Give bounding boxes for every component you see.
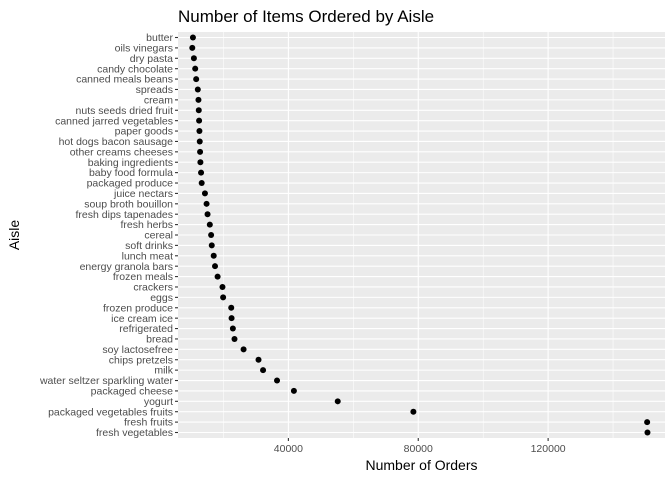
y-tick-label: hot dogs bacon sausage: [59, 136, 174, 148]
data-point: [334, 398, 341, 405]
x-axis-ticks: [287, 438, 549, 441]
y-tick-label: milk: [154, 365, 173, 377]
y-tick-label: baking ingredients: [88, 157, 173, 169]
y-tick-label: refrigerated: [119, 323, 173, 335]
data-point: [192, 65, 199, 72]
y-tick-label: fresh dips tapenades: [76, 209, 173, 221]
data-point: [212, 263, 219, 270]
y-axis-ticks: [175, 36, 178, 434]
data-point: [193, 76, 200, 83]
y-tick-label: packaged cheese: [91, 386, 173, 398]
y-tick-label: fresh herbs: [120, 219, 173, 231]
data-point: [219, 283, 226, 290]
y-tick-label: juice nectars: [113, 188, 173, 200]
data-point: [274, 377, 281, 384]
data-point: [201, 190, 208, 197]
y-tick-label: fresh vegetables: [96, 427, 173, 439]
data-point: [210, 252, 217, 259]
y-tick-label: cream: [144, 94, 173, 106]
data-point: [194, 86, 201, 93]
y-tick-label: lunch meat: [122, 250, 173, 262]
major-gridlines: [178, 32, 665, 438]
data-point: [208, 232, 215, 238]
x-tick-label: 120000: [531, 443, 566, 455]
y-tick-label: canned jarred vegetables: [55, 115, 173, 127]
y-tick-label: soy lactosefree: [102, 344, 173, 356]
y-tick-label: frozen produce: [103, 302, 173, 314]
data-point: [197, 148, 204, 155]
y-tick-label: soft drinks: [125, 240, 173, 252]
data-point: [255, 356, 262, 363]
chart-title: Number of Items Ordered by Aisle: [178, 7, 434, 26]
x-axis-tick-labels: 40000 80000 120000: [274, 443, 566, 455]
data-point: [208, 242, 215, 249]
y-tick-label: bread: [146, 334, 173, 346]
y-tick-label: packaged produce: [87, 178, 174, 190]
data-point: [240, 346, 247, 353]
data-point: [410, 408, 417, 415]
data-point: [214, 273, 221, 280]
data-point: [644, 429, 651, 436]
y-tick-label: soup broth bouillon: [84, 198, 173, 210]
data-point: [229, 325, 236, 332]
y-tick-label: yogurt: [144, 396, 173, 408]
data-point: [195, 96, 202, 103]
y-tick-label: crackers: [133, 282, 173, 294]
data-point: [228, 315, 235, 322]
y-axis-title: Aisle: [6, 220, 22, 251]
data-point: [290, 387, 297, 394]
y-tick-label: dry pasta: [130, 53, 173, 65]
data-point: [197, 159, 204, 166]
data-point: [190, 55, 197, 62]
data-point: [260, 367, 267, 374]
data-point: [196, 138, 203, 145]
y-tick-label: cereal: [144, 230, 173, 242]
data-point: [189, 44, 196, 51]
data-point: [203, 200, 210, 207]
data-point: [220, 294, 227, 301]
y-tick-label: chips pretzels: [109, 354, 173, 366]
data-point: [228, 304, 235, 311]
y-tick-label: water seltzer sparkling water: [39, 375, 174, 387]
y-tick-label: frozen meals: [113, 271, 173, 283]
data-point: [206, 221, 213, 228]
y-tick-label: eggs: [150, 292, 173, 304]
y-tick-label: candy chocolate: [97, 63, 173, 75]
data-point: [204, 211, 211, 218]
data-point: [644, 419, 651, 426]
y-tick-label: fresh fruits: [124, 417, 173, 429]
y-tick-label: butter: [146, 32, 173, 44]
y-tick-label: packaged vegetables fruits: [48, 406, 173, 418]
y-tick-label: other creams cheeses: [70, 146, 173, 158]
data-point: [189, 34, 196, 41]
y-tick-label: canned meals beans: [76, 74, 173, 86]
y-tick-label: oils vinegars: [115, 42, 173, 54]
x-tick-label: 80000: [404, 443, 433, 455]
y-tick-label: ice cream ice: [111, 313, 173, 325]
y-tick-label: energy granola bars: [80, 261, 173, 273]
data-point: [195, 107, 202, 114]
x-tick-label: 40000: [274, 443, 303, 455]
data-point: [198, 169, 205, 176]
data-point: [196, 117, 203, 124]
data-point: [231, 335, 238, 342]
data-points: [189, 34, 651, 436]
y-tick-label: paper goods: [115, 126, 173, 138]
x-axis-title: Number of Orders: [365, 457, 477, 473]
y-tick-label: spreads: [136, 84, 173, 96]
y-tick-label: baby food formula: [89, 167, 173, 179]
data-point: [198, 180, 205, 187]
y-tick-label: nuts seeds dried fruit: [76, 105, 174, 117]
data-point: [196, 128, 203, 135]
